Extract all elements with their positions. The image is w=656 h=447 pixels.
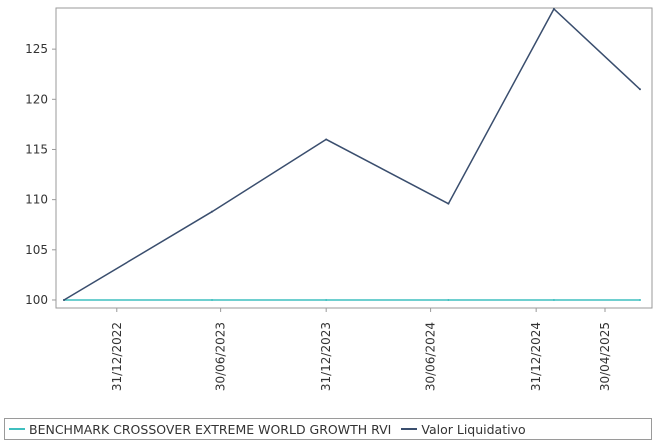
y-tick-label: 100 bbox=[25, 293, 48, 307]
series-line-valor-liquidativo bbox=[63, 7, 641, 301]
data-point bbox=[552, 298, 555, 301]
x-tick-label: 31/12/2024 bbox=[529, 322, 543, 391]
plot-area bbox=[55, 7, 653, 309]
legend-item-benchmark: BENCHMARK CROSSOVER EXTREME WORLD GROWTH… bbox=[9, 422, 391, 437]
data-point bbox=[639, 88, 641, 91]
data-point bbox=[63, 298, 65, 301]
data-point bbox=[447, 202, 450, 205]
data-point bbox=[325, 138, 328, 141]
data-point bbox=[211, 298, 214, 301]
data-point bbox=[325, 298, 328, 301]
x-tick-label: 31/12/2023 bbox=[319, 322, 333, 391]
y-tick-label: 115 bbox=[25, 142, 48, 156]
data-point bbox=[639, 298, 641, 301]
y-tick-label: 110 bbox=[25, 193, 48, 207]
y-axis: 100 105 110 115 120 125 bbox=[25, 42, 56, 307]
legend-label-valor-liquidativo: Valor Liquidativo bbox=[421, 421, 526, 437]
y-tick-label: 105 bbox=[25, 243, 48, 257]
legend-label-benchmark: BENCHMARK CROSSOVER EXTREME WORLD GROWTH… bbox=[29, 421, 392, 437]
x-tick-label: 30/06/2023 bbox=[214, 322, 228, 391]
data-point bbox=[447, 298, 450, 301]
legend-swatch-valor-liquidativo bbox=[401, 428, 418, 430]
series-layer bbox=[63, 7, 641, 301]
y-tick-label: 120 bbox=[25, 92, 48, 106]
data-point bbox=[211, 210, 214, 213]
x-axis: 31/12/2022 30/06/2023 31/12/2023 30/06/2024… bbox=[110, 308, 612, 391]
legend-swatch-benchmark bbox=[9, 428, 25, 430]
x-tick-label: 30/04/2025 bbox=[598, 322, 612, 391]
data-point bbox=[552, 8, 555, 11]
x-tick-label: 30/06/2024 bbox=[424, 322, 438, 391]
y-tick-label: 125 bbox=[25, 42, 48, 56]
x-tick-label: 31/12/2022 bbox=[110, 322, 124, 391]
legend-item-valor-liquidativo: Valor Liquidativo bbox=[401, 421, 526, 437]
legend: BENCHMARK CROSSOVER EXTREME WORLD GROWTH… bbox=[4, 418, 652, 440]
